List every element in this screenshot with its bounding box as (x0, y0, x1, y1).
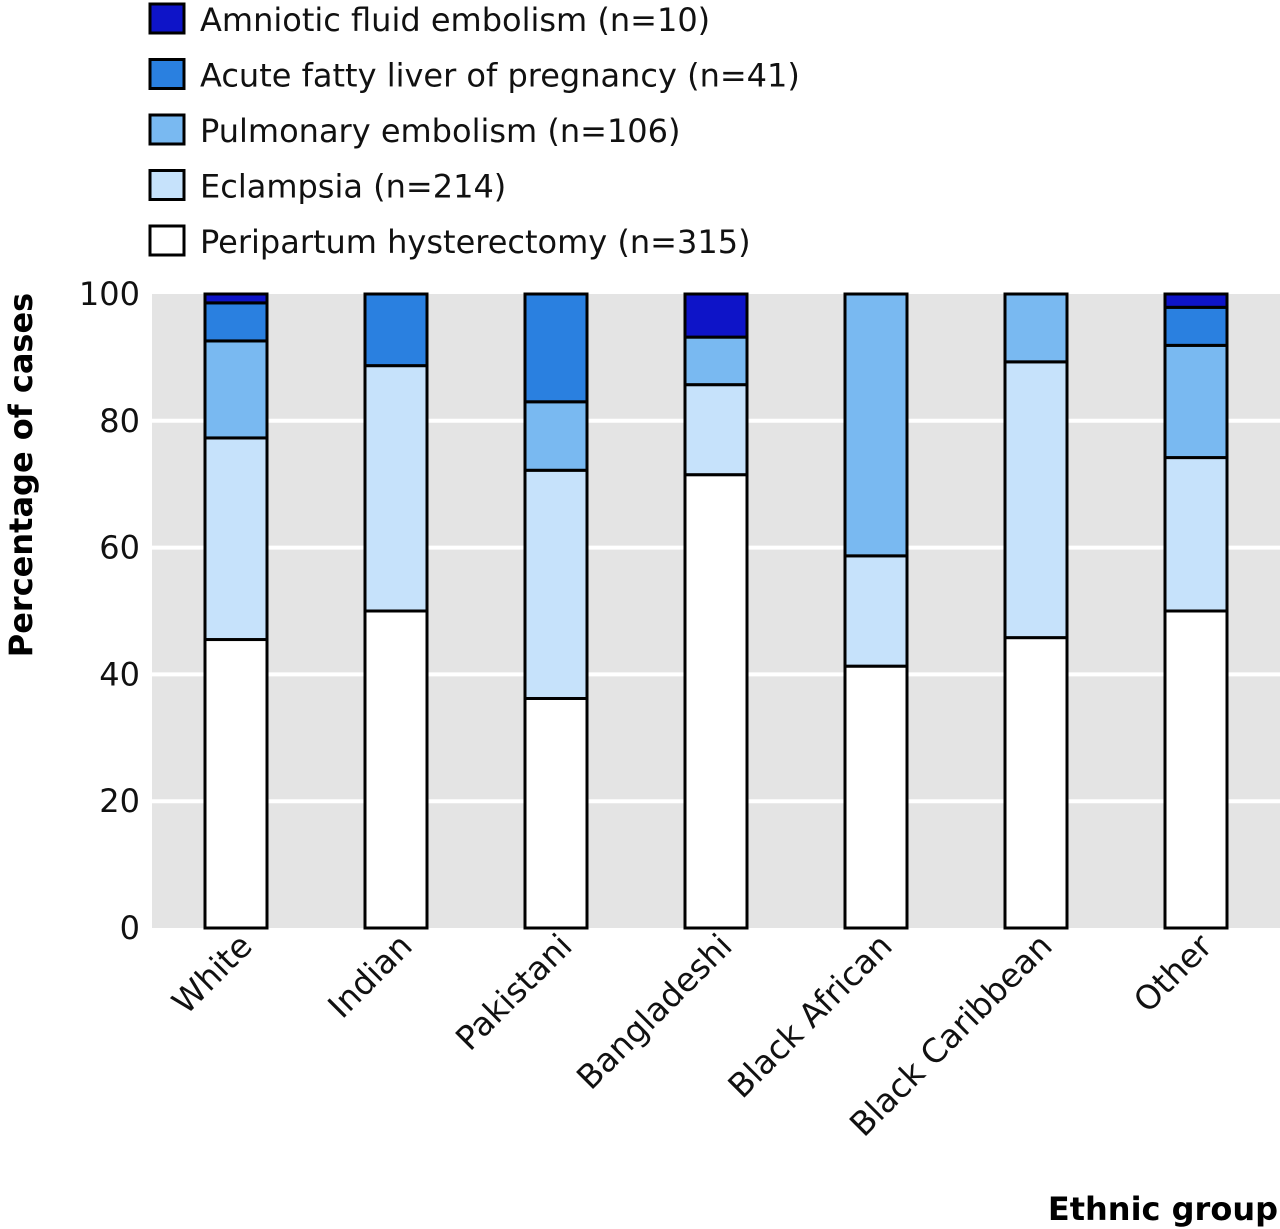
legend: Amniotic fluid embolism (n=10) Acute fatt… (148, 1, 800, 261)
y-tick-label-60: 60 (99, 529, 140, 567)
bar-black-caribbean-eclampsia (1003, 360, 1069, 640)
bar-pakistani-pulmonary-embolism (523, 400, 589, 472)
y-tick-label-0: 0 (120, 909, 140, 947)
bar-black-caribbean-peripartum-hysterectomy (1003, 636, 1069, 930)
bar-other-acute-fatty-liver-of-pregnancy (1163, 305, 1229, 347)
bar-white-eclampsia (203, 436, 269, 642)
x-tick-label-other: Other (1126, 926, 1220, 1020)
legend-swatch-eclampsia (148, 169, 186, 201)
bar-white-acute-fatty-liver-of-pregnancy (203, 301, 269, 343)
bars (203, 292, 1229, 930)
y-tick-label-20: 20 (99, 782, 140, 820)
bar-bangladeshi-pulmonary-embolism (683, 335, 749, 387)
bar-black-african-eclampsia (843, 554, 909, 668)
bar-other-amniotic-fluid-embolism (1163, 292, 1229, 309)
bar-indian-acute-fatty-liver-of-pregnancy (363, 292, 429, 368)
y-tick-label-40: 40 (99, 655, 140, 693)
bar-black-african-pulmonary-embolism (843, 292, 909, 558)
bar-other-pulmonary-embolism (1163, 343, 1229, 460)
bar-pakistani-eclampsia (523, 468, 589, 700)
bar-bangladeshi-amniotic-fluid-embolism (683, 292, 749, 339)
bar-other-eclampsia (1163, 456, 1229, 613)
bar-black-caribbean-pulmonary-embolism (1003, 292, 1069, 364)
y-tick-label-100: 100 (79, 275, 140, 313)
x-tick-label-indian: Indian (320, 926, 420, 1026)
bar-pakistani-peripartum-hysterectomy (523, 696, 589, 930)
y-axis-title: Percentage of cases (2, 293, 40, 657)
bar-white-peripartum-hysterectomy (203, 638, 269, 930)
legend-label-acute-fatty-liver-of-pregnancy: Acute fatty liver of pregnancy (n=41) (200, 57, 800, 95)
bar-black-african-peripartum-hysterectomy (843, 664, 909, 930)
x-tick-label-black-african: Black African (720, 926, 899, 1105)
legend-label-peripartum-hysterectomy: Peripartum hysterectomy (n=315) (200, 223, 751, 261)
y-tick-label-80: 80 (99, 402, 140, 440)
legend-swatch-acute-fatty-liver-of-pregnancy (148, 58, 186, 90)
bar-pakistani-acute-fatty-liver-of-pregnancy (523, 292, 589, 404)
bar-indian-peripartum-hysterectomy (363, 609, 429, 930)
x-tick-label-white: White (164, 926, 259, 1021)
y-axis-ticks: 0 20 40 60 80 100 (79, 275, 140, 947)
legend-label-pulmonary-embolism: Pulmonary embolism (n=106) (200, 112, 681, 150)
bar-indian-eclampsia (363, 364, 429, 613)
bar-white-amniotic-fluid-embolism (203, 292, 269, 305)
bar-other-peripartum-hysterectomy (1163, 609, 1229, 930)
x-tick-label-pakistani: Pakistani (448, 926, 580, 1058)
legend-swatch-peripartum-hysterectomy (148, 224, 186, 257)
legend-swatch-pulmonary-embolism (148, 113, 186, 146)
legend-label-eclampsia: Eclampsia (n=214) (200, 168, 506, 206)
bar-bangladeshi-peripartum-hysterectomy (683, 473, 749, 930)
x-tick-label-bangladeshi: Bangladeshi (569, 926, 740, 1097)
legend-swatch-amniotic-fluid-embolism (148, 2, 186, 35)
bar-bangladeshi-eclampsia (683, 383, 749, 477)
x-axis-title: Ethnic group (1048, 1190, 1278, 1228)
bar-white-pulmonary-embolism (203, 339, 269, 440)
legend-label-amniotic-fluid-embolism: Amniotic fluid embolism (n=10) (200, 1, 710, 39)
